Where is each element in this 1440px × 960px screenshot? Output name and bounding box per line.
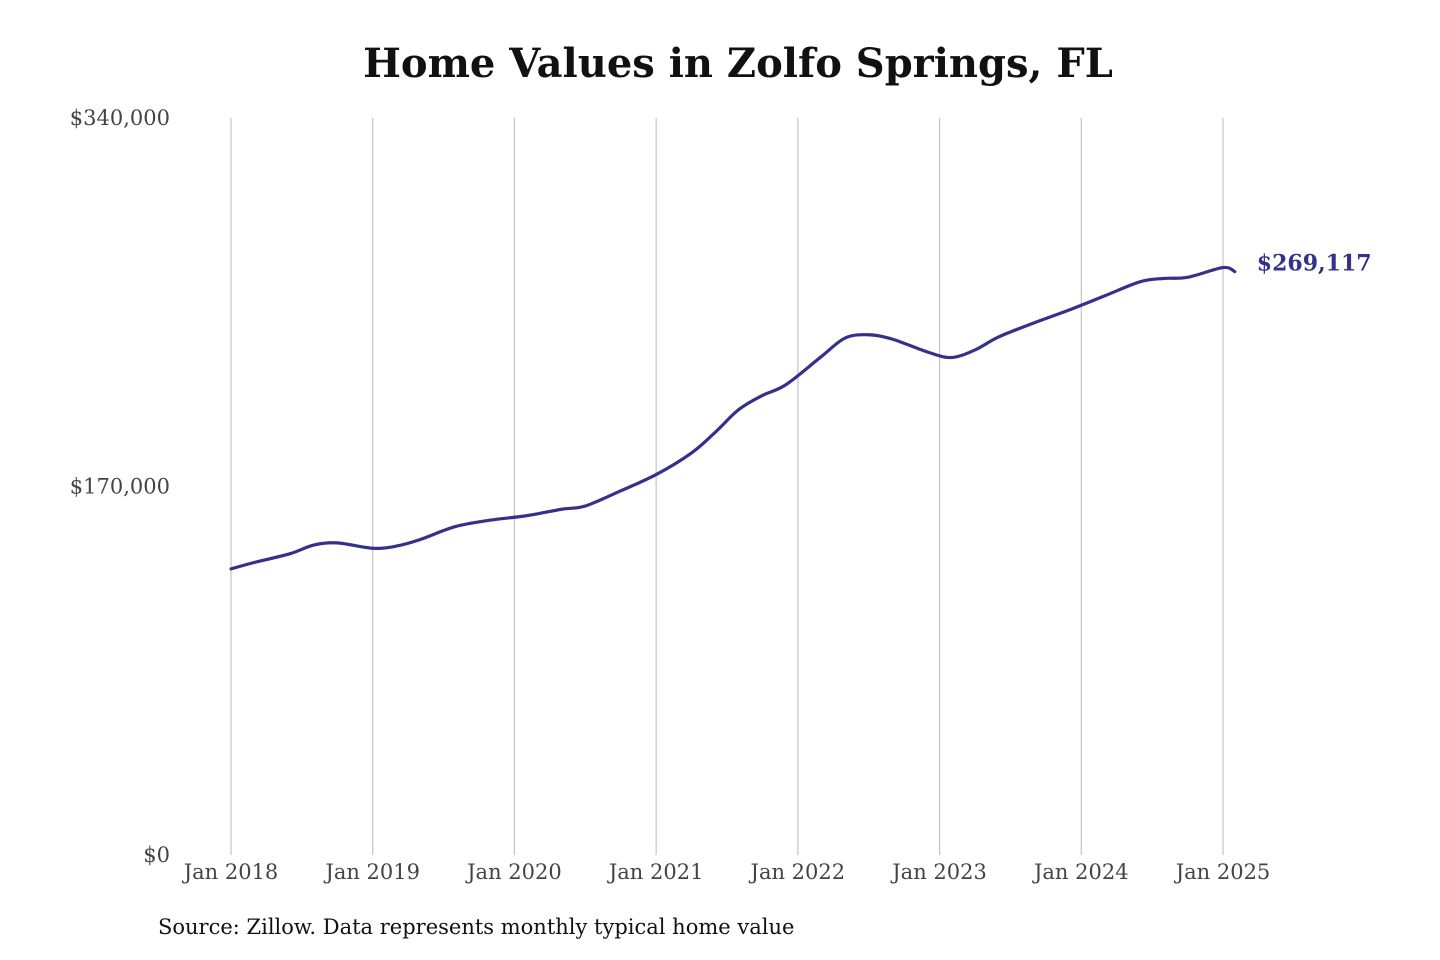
x-tick-label-3: Jan 2021 xyxy=(607,860,704,884)
x-tick-label-2: Jan 2020 xyxy=(465,860,562,884)
y-axis-ticks: $0 $170,000 $340,000 xyxy=(70,106,170,867)
series-line-home-value xyxy=(229,265,1237,571)
chart-title: Home Values in Zolfo Springs, FL xyxy=(363,40,1113,87)
end-value-label: $269,117 xyxy=(1257,251,1372,277)
x-tick-label-5: Jan 2023 xyxy=(890,860,987,884)
x-tick-label-6: Jan 2024 xyxy=(1032,860,1129,884)
y-tick-label-1: $170,000 xyxy=(70,475,170,499)
series-layer xyxy=(229,265,1237,571)
x-tick-label-1: Jan 2019 xyxy=(323,860,420,884)
x-tick-label-7: Jan 2025 xyxy=(1174,860,1271,884)
x-axis-ticks: Jan 2018 Jan 2019 Jan 2020 Jan 2021 Jan 2022… xyxy=(182,860,1271,884)
end-label-layer: $269,117 xyxy=(1257,251,1372,277)
y-tick-label-2: $340,000 xyxy=(70,106,170,130)
y-tick-label-0: $0 xyxy=(143,843,170,867)
gridlines xyxy=(230,118,1224,855)
source-note: Source: Zillow. Data represents monthly … xyxy=(158,915,795,939)
x-tick-label-0: Jan 2018 xyxy=(182,860,279,884)
x-tick-label-4: Jan 2022 xyxy=(749,860,846,884)
